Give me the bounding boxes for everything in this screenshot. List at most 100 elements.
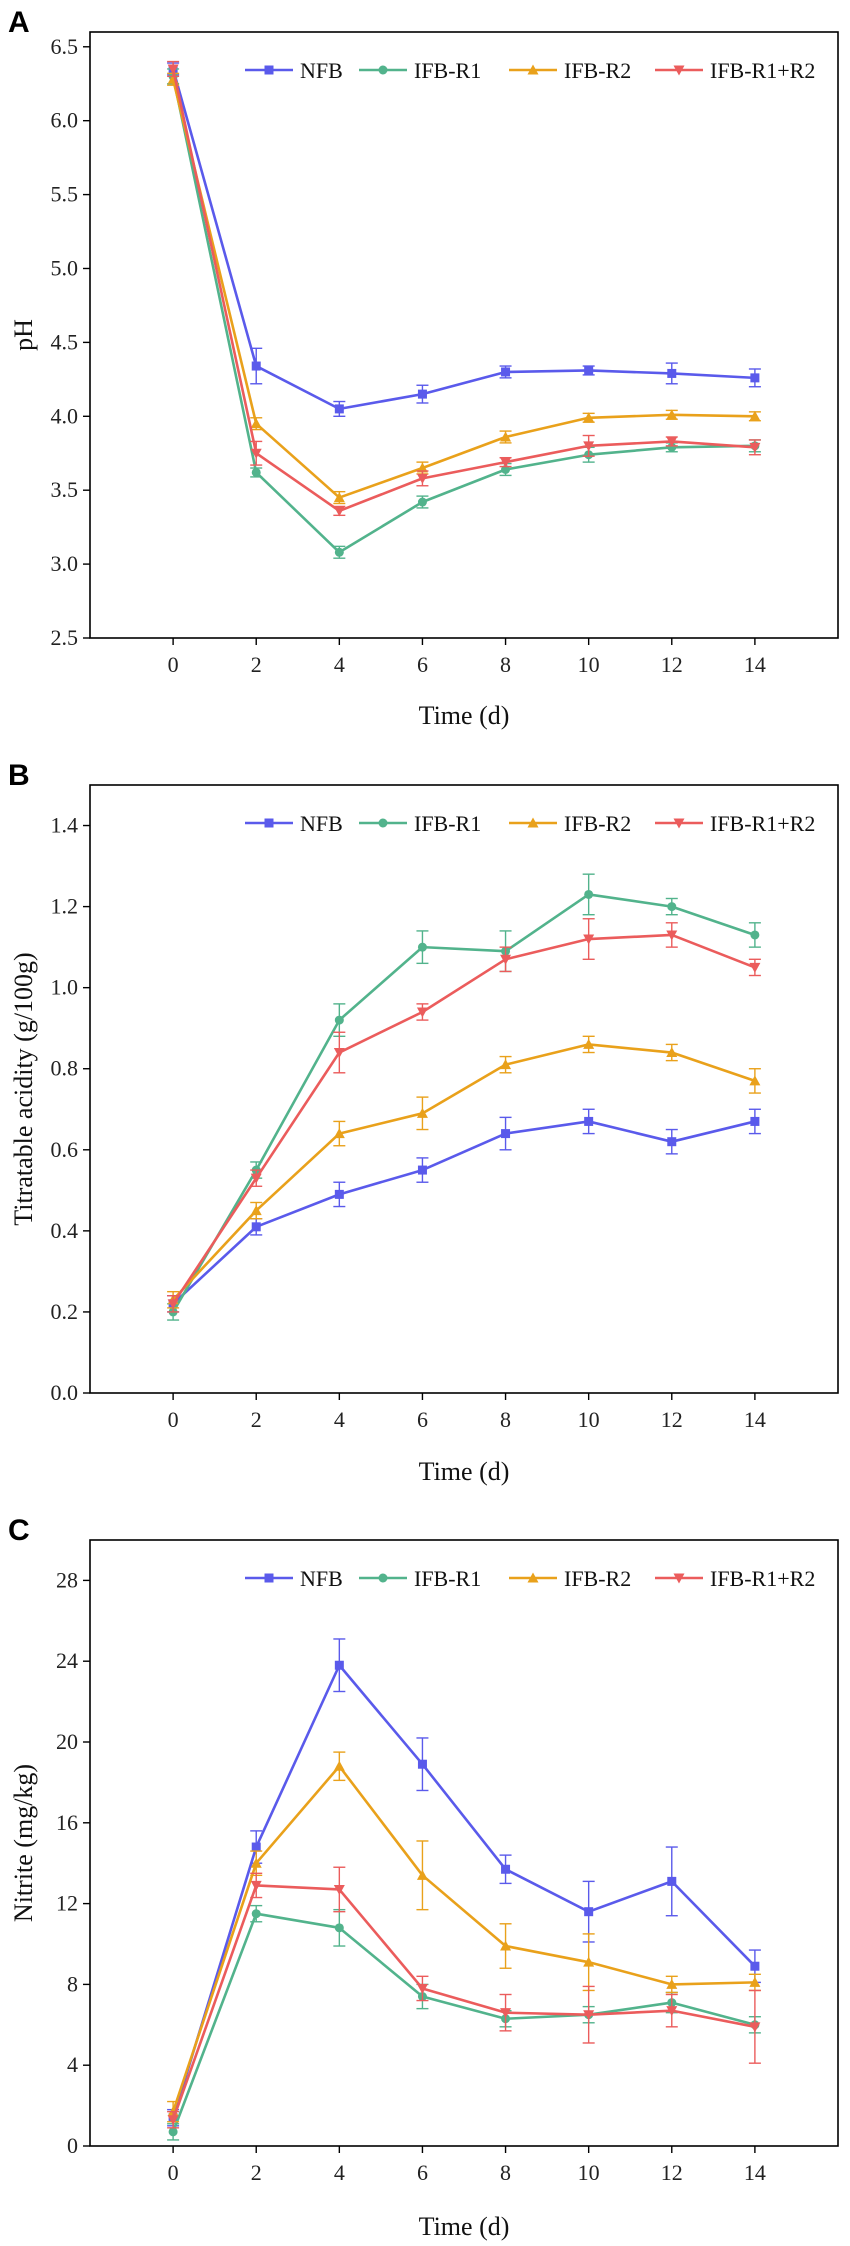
y-tick-label: 6.0 (51, 108, 79, 133)
x-tick-label: 6 (417, 1407, 428, 1432)
data-point (501, 367, 511, 377)
series-line (171, 68, 755, 411)
data-point (250, 1880, 262, 1891)
x-tick-label: 8 (500, 1407, 511, 1432)
series-ifb-r2 (167, 72, 761, 505)
data-point (749, 442, 761, 453)
data-point (749, 962, 761, 973)
series-ifb-r2 (167, 1035, 761, 1309)
data-point (168, 2127, 178, 2137)
x-tick-label: 14 (744, 2160, 766, 2185)
series-ifb-r1-r2 (167, 1866, 761, 2129)
data-point (250, 418, 262, 429)
legend-label: IFB-R1+R2 (710, 1566, 815, 1591)
legend-marker (378, 1573, 388, 1583)
data-point (250, 1857, 262, 1868)
data-point (251, 1842, 261, 1852)
legend-label: IFB-R1+R2 (710, 811, 815, 836)
legend-label: IFB-R2 (564, 811, 631, 836)
y-tick-label: 4.0 (51, 403, 79, 428)
data-point (583, 441, 595, 452)
data-point (250, 448, 262, 459)
data-point (749, 2022, 761, 2033)
data-point (417, 1759, 427, 1769)
data-point (333, 492, 345, 503)
data-point (750, 373, 760, 383)
x-tick-label: 10 (578, 1407, 600, 1432)
legend-label: IFB-R1 (414, 58, 481, 83)
legend-label: NFB (300, 58, 343, 83)
series-line (171, 1663, 756, 2119)
data-point (334, 547, 344, 557)
data-point (501, 465, 511, 475)
data-point (416, 1983, 428, 1994)
x-axis-title: Time (d) (419, 2212, 510, 2241)
data-point (416, 1107, 428, 1118)
data-point (749, 1976, 761, 1987)
legend-label: NFB (300, 1566, 343, 1591)
x-tick-label: 4 (334, 652, 345, 677)
y-tick-label: 3.0 (51, 551, 79, 576)
legend-label: NFB (300, 811, 343, 836)
y-tick-label: 1.0 (51, 975, 79, 1000)
data-point (666, 1047, 678, 1058)
data-point (251, 361, 261, 371)
data-point (584, 365, 594, 375)
panel-letter: A (8, 6, 30, 39)
x-axis-title: Time (d) (419, 701, 510, 730)
data-point (251, 467, 261, 477)
plot-frame (89, 784, 839, 1394)
y-tick-label: 0.4 (51, 1218, 79, 1243)
chart-panel-b: B 0.0 0.2 0.4 0.6 0.8 1.0 1.2 1.4 0 2 4 6 8 10 12 14 Time… (8, 759, 839, 1486)
series-line (171, 1884, 756, 2121)
data-point (500, 2008, 512, 2019)
legend-marker (264, 1573, 274, 1583)
data-point (584, 1907, 594, 1917)
data-point (334, 1015, 344, 1025)
plot-frame (89, 31, 839, 639)
x-tick-label: 10 (578, 2160, 600, 2185)
series-nfb (167, 62, 761, 417)
legend-entry: IFB-R1 (359, 58, 481, 83)
data-point (749, 1075, 761, 1086)
legend-entry: IFB-R1 (359, 811, 481, 836)
legend-marker (673, 1573, 685, 1584)
y-tick-label: 0.8 (51, 1056, 79, 1081)
data-point (417, 1165, 427, 1175)
data-point (333, 1884, 345, 1895)
legend-marker (673, 818, 685, 829)
series-line (171, 1912, 756, 2133)
y-tick-label: 4.5 (51, 329, 79, 354)
data-point (667, 442, 677, 452)
legend-marker (264, 65, 274, 75)
x-tick-label: 14 (744, 652, 766, 677)
series-ifb-r2 (167, 1751, 761, 2123)
y-tick-label: 0 (67, 2133, 78, 2158)
legend-label: IFB-R2 (564, 58, 631, 83)
panel-letter: B (8, 759, 30, 792)
data-point (333, 1048, 345, 1059)
data-point (500, 1059, 512, 1070)
data-point (250, 1173, 262, 1184)
legend-entry: NFB (245, 811, 343, 836)
y-tick-label: 3.5 (51, 477, 79, 502)
data-point (416, 473, 428, 484)
data-point (666, 436, 678, 447)
y-tick-label: 1.2 (51, 894, 79, 919)
x-tick-label: 8 (500, 652, 511, 677)
data-point (583, 2010, 595, 2021)
y-tick-label: 16 (56, 1810, 78, 1835)
legend-marker (527, 817, 539, 828)
data-point (666, 2006, 678, 2017)
x-tick-label: 2 (251, 652, 262, 677)
data-point (749, 410, 761, 421)
x-tick-label: 4 (334, 1407, 345, 1432)
legend-label: IFB-R1 (414, 811, 481, 836)
data-point (500, 954, 512, 965)
series-line (171, 893, 756, 1313)
y-tick-label: 12 (56, 1891, 78, 1916)
legend-marker (378, 818, 388, 828)
x-tick-label: 8 (500, 2160, 511, 2185)
data-point (667, 902, 677, 912)
